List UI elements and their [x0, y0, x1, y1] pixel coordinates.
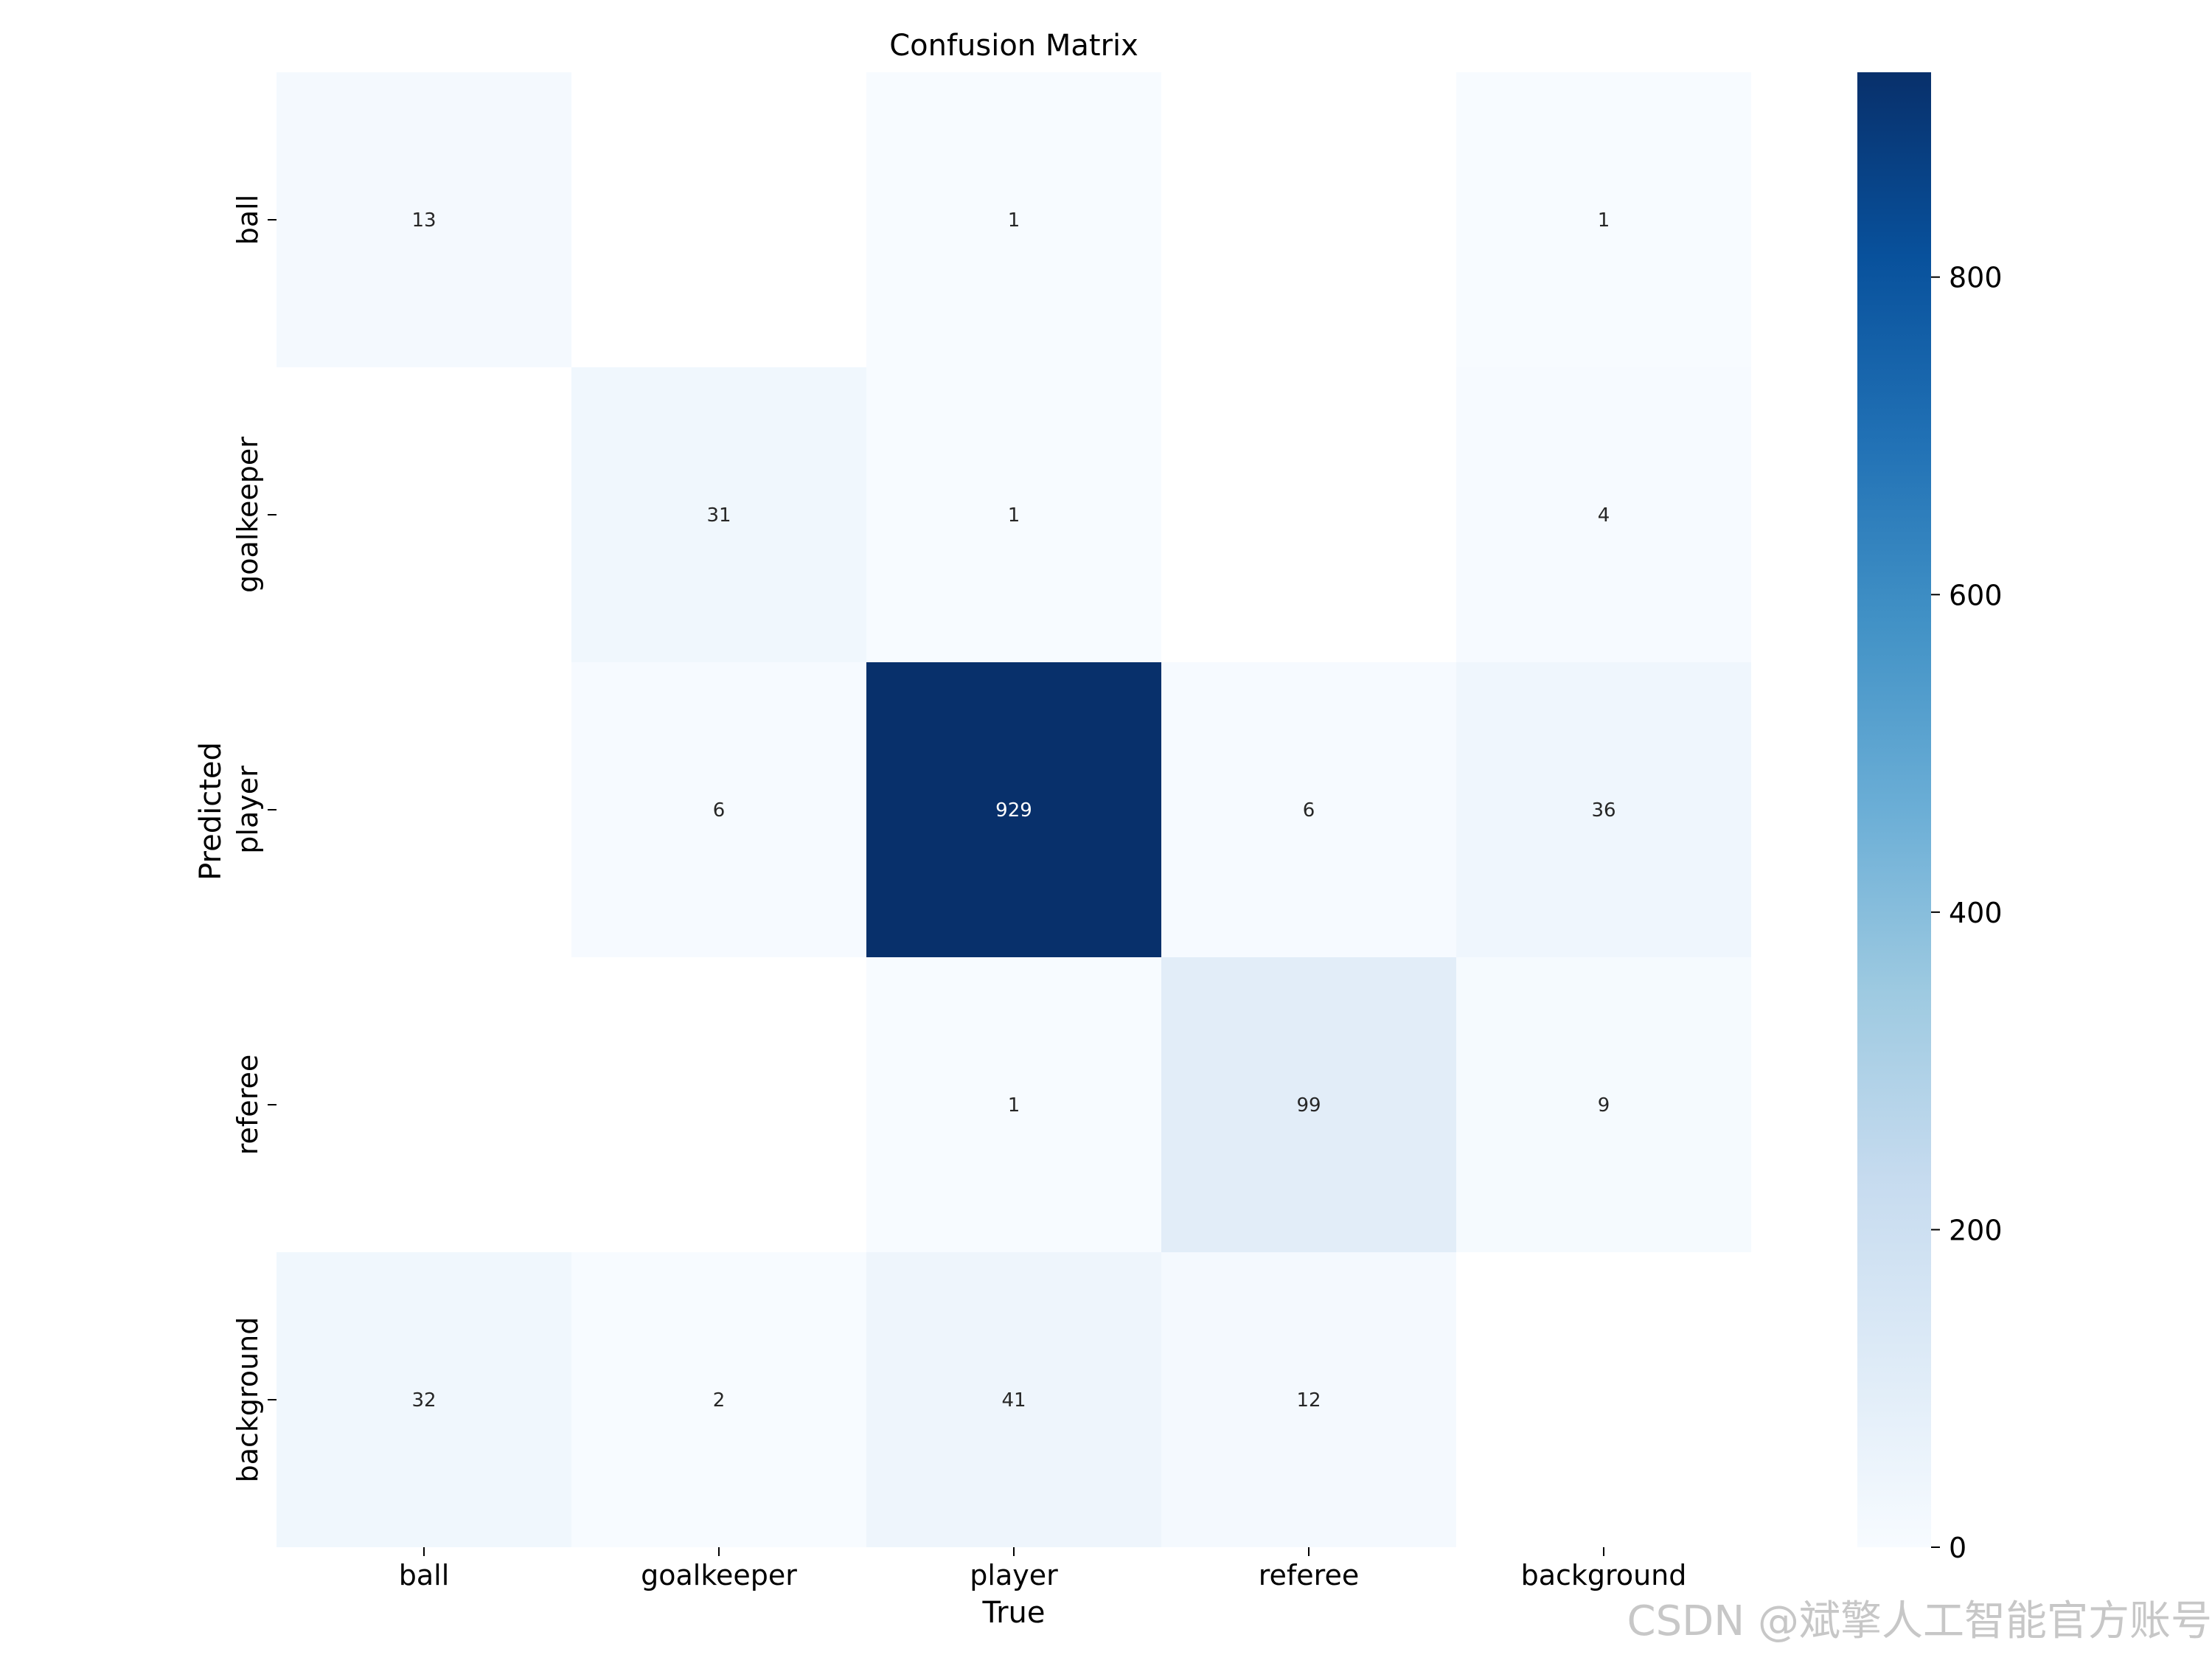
- y-axis: ball goalkeeper player referee background: [232, 195, 276, 1483]
- cell-value-label: 2: [713, 1389, 726, 1412]
- heatmap-cells: [276, 72, 1751, 1547]
- heatmap-cell-referee-background: [1456, 957, 1751, 1252]
- heatmap-cell-ball-background: [1456, 72, 1751, 367]
- y-tick-label-player: player: [232, 765, 264, 854]
- colorbar-tick-label: 400: [1949, 897, 2003, 929]
- x-tick-label-player: player: [970, 1559, 1058, 1591]
- cell-value-label: 13: [411, 209, 436, 232]
- cell-value-label: 9: [1598, 1094, 1610, 1117]
- y-axis-title: Predicted: [194, 742, 228, 881]
- heatmap-cell-goalkeeper-player: [866, 367, 1161, 662]
- cell-value-labels: 13 1 131 1 46 929 6 361 99 932 2 41 12: [411, 209, 1615, 1412]
- heatmap-cell-player-referee: [1161, 662, 1456, 957]
- heatmap-cell-background-ball: [276, 1252, 571, 1547]
- cell-value-label: 12: [1296, 1389, 1321, 1412]
- heatmap-cell-player-goalkeeper: [571, 662, 866, 957]
- cell-value-label: 36: [1591, 799, 1615, 822]
- cell-value-label: 6: [1303, 799, 1315, 822]
- heatmap-cell-background-referee: [1161, 1252, 1456, 1547]
- cell-value-label: 1: [1008, 209, 1020, 232]
- cell-value-label: 32: [411, 1389, 436, 1412]
- chart-title: Confusion Matrix: [889, 29, 1138, 63]
- x-tick-label-goalkeeper: goalkeeper: [641, 1559, 797, 1591]
- colorbar-tick-label: 800: [1949, 262, 2003, 294]
- cell-value-label: 6: [713, 799, 726, 822]
- heatmap-cell-background-goalkeeper: [571, 1252, 866, 1547]
- cell-value-label: 41: [1001, 1389, 1026, 1412]
- watermark: CSDN @斌擎人工智能官方账号: [1627, 1597, 2212, 1645]
- cell-value-label: 1: [1008, 1094, 1020, 1117]
- y-tick-label-background: background: [232, 1317, 264, 1483]
- heatmap-cell-goalkeeper-background: [1456, 367, 1751, 662]
- cell-value-label: 31: [706, 504, 731, 527]
- cell-value-label: 1: [1598, 209, 1610, 232]
- heatmap-cell-goalkeeper-goalkeeper: [571, 367, 866, 662]
- colorbar-tick-label: 200: [1949, 1214, 2003, 1246]
- cell-value-label: 1: [1008, 504, 1020, 527]
- heatmap-cell-ball-ball: [276, 72, 571, 367]
- heatmap-cell-player-background: [1456, 662, 1751, 957]
- heatmap-cell-referee-referee: [1161, 957, 1456, 1252]
- colorbar-tick-label: 0: [1949, 1532, 1966, 1564]
- cell-value-label: 99: [1296, 1094, 1321, 1117]
- x-tick-label-background: background: [1521, 1559, 1687, 1591]
- y-tick-label-referee: referee: [232, 1055, 264, 1155]
- x-tick-label-referee: referee: [1259, 1559, 1359, 1591]
- heatmap-cell-background-player: [866, 1252, 1161, 1547]
- colorbar-gradient: [1857, 72, 1931, 1547]
- heatmap-cell-player-player: [866, 662, 1161, 957]
- colorbar: 0 200 400 600 800: [1857, 72, 2003, 1564]
- x-tick-label-ball: ball: [399, 1559, 450, 1591]
- heatmap-cell-ball-player: [866, 72, 1161, 367]
- cell-value-label: 929: [995, 799, 1032, 822]
- x-axis-title: True: [982, 1596, 1046, 1630]
- y-tick-label-goalkeeper: goalkeeper: [232, 437, 264, 593]
- colorbar-tick-label: 600: [1949, 579, 2003, 611]
- y-tick-label-ball: ball: [232, 195, 264, 246]
- heatmap-cell-referee-player: [866, 957, 1161, 1252]
- cell-value-label: 4: [1598, 504, 1610, 527]
- x-axis: ball goalkeeper player referee background: [399, 1547, 1687, 1591]
